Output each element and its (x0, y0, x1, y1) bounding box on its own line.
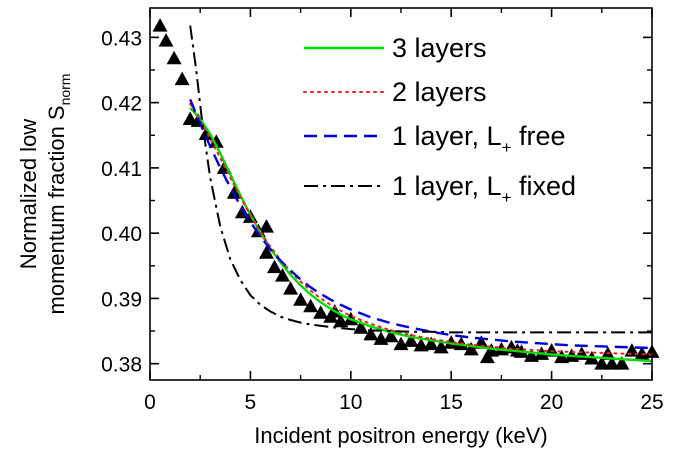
x-tick-label: 20 (540, 391, 563, 414)
x-tick-label: 25 (640, 391, 663, 414)
y-tick-label: 0.41 (101, 158, 142, 181)
data-point-triangle (275, 268, 291, 282)
legend-item-1-layer-fixed: 1 layer, L+ fixed (304, 171, 576, 207)
y-tick-label: 0.38 (101, 354, 142, 377)
fit-curve-2-layers (189, 102, 652, 356)
legend-label: 1 layer, L+ free (392, 121, 566, 157)
data-point-triangle (208, 134, 224, 148)
data-point-triangle (198, 126, 214, 140)
data-point-triangle (463, 341, 479, 356)
data-point-triangle (363, 326, 379, 341)
x-tick-label: 15 (440, 391, 463, 414)
y-axis-title-line1: Normalized low (16, 119, 41, 269)
x-tick-label: 0 (144, 391, 156, 414)
y-tick-label: 0.43 (101, 27, 142, 50)
data-point-triangle (283, 281, 299, 295)
data-point-triangle (152, 18, 168, 32)
legend-item-1-layer-free: 1 layer, L+ free (304, 121, 566, 157)
data-point-triangle (614, 356, 630, 370)
data-point-triangle (353, 320, 369, 334)
legend-label: 2 layers (392, 77, 487, 107)
legend: 3 layers 2 layers 1 layer, L+ free 1 layer,… (303, 33, 576, 207)
chart-data-layer (152, 18, 660, 370)
y-axis-title: Normalized low momentum fraction Snorm (16, 74, 73, 315)
x-tick-label: 10 (339, 391, 362, 414)
data-point-triangle (166, 50, 182, 65)
data-point-triangle (443, 335, 459, 349)
data-point-triangle (226, 185, 242, 199)
legend-label: 1 layer, L+ fixed (392, 171, 576, 207)
fit-curve-3-layers (189, 107, 652, 363)
data-point-triangle (258, 245, 274, 259)
y-axis-title-subscript: norm (57, 74, 73, 106)
legend-item-3-layers: 3 layers (304, 33, 487, 63)
y-tick-label: 0.40 (101, 223, 142, 246)
x-axis-title: Incident positron energy (keV) (254, 423, 548, 448)
axis-ticks: 0 5 10 15 20 25 0.38 0.39 0.40 0.41 0.42 0.43 (101, 8, 664, 414)
legend-item-2-layers: 2 layers (303, 77, 487, 107)
data-point-triangle (383, 328, 399, 343)
data-point-triangle (266, 259, 282, 274)
x-tick-label: 5 (245, 391, 257, 414)
fit-curve-1-layer-free (189, 98, 652, 350)
data-point-triangle (174, 71, 190, 86)
data-point-triangle (313, 305, 329, 319)
data-point-triangle (604, 356, 620, 370)
data-point-triangle (303, 298, 319, 313)
y-axis-title-line2: momentum fraction Snorm (44, 74, 73, 315)
data-point-triangle (433, 339, 449, 354)
legend-label: 3 layers (392, 33, 487, 63)
data-point-triangle (258, 219, 274, 233)
fit-curve-1-layer-fixed (189, 25, 652, 334)
data-point-triangle (403, 333, 419, 347)
data-point-triangle (293, 292, 309, 306)
y-axis-title-main: momentum fraction S (44, 105, 69, 314)
data-point-triangle (158, 33, 174, 47)
data-point-triangle (594, 356, 610, 370)
y-tick-label: 0.42 (101, 93, 142, 116)
data-point-triangle (479, 349, 495, 364)
data-point-triangle (423, 336, 439, 351)
y-tick-label: 0.39 (101, 288, 142, 311)
